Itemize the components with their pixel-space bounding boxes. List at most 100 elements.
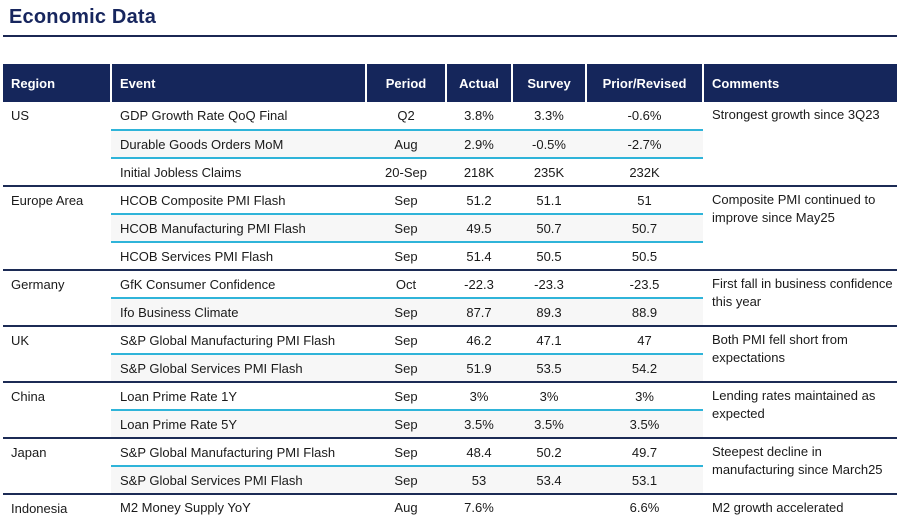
actual-cell: 218K xyxy=(446,158,512,187)
header-survey: Survey xyxy=(512,64,587,102)
header-period: Period xyxy=(366,64,447,102)
region-cell: US xyxy=(3,102,111,187)
comments-cell: Lending rates maintained as expected xyxy=(703,382,897,439)
comments-cell: Both PMI fell short from expectations xyxy=(703,326,897,383)
page-title: Economic Data xyxy=(9,6,157,28)
survey-cell: -0.5% xyxy=(512,130,586,159)
actual-cell: 51.2 xyxy=(446,186,512,215)
actual-cell: 3.5% xyxy=(446,410,512,439)
survey-cell: 50.5 xyxy=(512,242,586,271)
period-cell: 20-Sep xyxy=(366,158,446,187)
prior-cell: 53.1 xyxy=(586,466,703,495)
period-cell: Aug xyxy=(366,130,446,159)
region-cell: Germany xyxy=(3,270,111,327)
period-cell: Sep xyxy=(366,438,446,467)
header-prior-revised: Prior/Revised xyxy=(586,64,704,102)
prior-cell: 3% xyxy=(586,382,703,411)
period-cell: Sep xyxy=(366,410,446,439)
table-row: China Loan Prime Rate 1Y Sep 3% 3% 3% Lending … xyxy=(3,382,897,439)
prior-cell: -23.5 xyxy=(586,270,703,299)
survey-cell: 3.3% xyxy=(512,102,586,131)
table-row: US GDP Growth Rate QoQ Final Q2 3.8% 3.3% -0.… xyxy=(3,102,897,187)
survey-cell: 89.3 xyxy=(512,298,586,327)
actual-cell: 7.6% xyxy=(446,494,512,519)
survey-cell xyxy=(512,494,586,519)
region-cell: Europe Area xyxy=(3,186,111,271)
table-row: HCOB Manufacturing PMI Flash Sep 49.5 50.7 5… xyxy=(3,214,897,243)
actual-cell: 46.2 xyxy=(446,326,512,355)
header-event: Event xyxy=(111,64,367,102)
table-row: S&P Global Services PMI Flash Sep 51.9 53.5… xyxy=(3,354,897,383)
event-cell: Initial Jobless Claims xyxy=(111,158,366,187)
table-row: Indonesia M2 Money Supply YoY Aug 7.6% 6.6% M… xyxy=(3,494,897,519)
prior-cell: 50.5 xyxy=(586,242,703,271)
table-row: Initial Jobless Claims 20-Sep 218K 235K 232K xyxy=(3,158,897,187)
event-cell: S&P Global Manufacturing PMI Flash xyxy=(111,326,366,355)
actual-cell: 87.7 xyxy=(446,298,512,327)
event-cell: S&P Global Services PMI Flash xyxy=(111,354,366,383)
event-cell: GfK Consumer Confidence xyxy=(111,270,366,299)
actual-cell: 51.9 xyxy=(446,354,512,383)
actual-cell: 51.4 xyxy=(446,242,512,271)
region-cell: UK xyxy=(3,326,111,383)
survey-cell: 50.2 xyxy=(512,438,586,467)
table-header: Region Event Period Actual Survey Prior/… xyxy=(3,64,897,102)
header-comments: Comments xyxy=(703,64,897,102)
survey-cell: 235K xyxy=(512,158,586,187)
table-row: Durable Goods Orders MoM Aug 2.9% -0.5% -2.7… xyxy=(3,130,897,159)
actual-cell: 48.4 xyxy=(446,438,512,467)
table-row: Japan S&P Global Manufacturing PMI Flash S… xyxy=(3,438,897,495)
period-cell: Sep xyxy=(366,186,446,215)
event-cell: HCOB Composite PMI Flash xyxy=(111,186,366,215)
prior-cell: 3.5% xyxy=(586,410,703,439)
actual-cell: 49.5 xyxy=(446,214,512,243)
title-underline xyxy=(3,35,897,37)
prior-cell: 88.9 xyxy=(586,298,703,327)
prior-cell: 50.7 xyxy=(586,214,703,243)
economic-data-table: Region Event Period Actual Survey Prior/… xyxy=(3,64,897,519)
period-cell: Sep xyxy=(366,326,446,355)
period-cell: Sep xyxy=(366,354,446,383)
table-row: Ifo Business Climate Sep 87.7 89.3 88.9 xyxy=(3,298,897,327)
actual-cell: 2.9% xyxy=(446,130,512,159)
table-row: Loan Prime Rate 5Y Sep 3.5% 3.5% 3.5% xyxy=(3,410,897,439)
survey-cell: 47.1 xyxy=(512,326,586,355)
comments-cell: First fall in business confidence this y… xyxy=(703,270,897,327)
region-cell: Japan xyxy=(3,438,111,495)
actual-cell: 53 xyxy=(446,466,512,495)
actual-cell: 3% xyxy=(446,382,512,411)
actual-cell: -22.3 xyxy=(446,270,512,299)
prior-cell: 6.6% xyxy=(586,494,703,519)
event-cell: HCOB Manufacturing PMI Flash xyxy=(111,214,366,243)
prior-cell: -2.7% xyxy=(586,130,703,159)
survey-cell: 53.4 xyxy=(512,466,586,495)
event-cell: S&P Global Services PMI Flash xyxy=(111,466,366,495)
comments-cell: M2 growth accelerated xyxy=(703,494,897,519)
survey-cell: 53.5 xyxy=(512,354,586,383)
event-cell: Loan Prime Rate 5Y xyxy=(111,410,366,439)
table-row: UK S&P Global Manufacturing PMI Flash Sep 4… xyxy=(3,326,897,383)
period-cell: Sep xyxy=(366,242,446,271)
survey-cell: 51.1 xyxy=(512,186,586,215)
event-cell: HCOB Services PMI Flash xyxy=(111,242,366,271)
header-actual: Actual xyxy=(446,64,513,102)
period-cell: Aug xyxy=(366,494,446,519)
region-cell: China xyxy=(3,382,111,439)
survey-cell: 3.5% xyxy=(512,410,586,439)
event-cell: GDP Growth Rate QoQ Final xyxy=(111,102,366,131)
event-cell: S&P Global Manufacturing PMI Flash xyxy=(111,438,366,467)
survey-cell: -23.3 xyxy=(512,270,586,299)
table-row: Germany GfK Consumer Confidence Oct -22.3 -2… xyxy=(3,270,897,327)
comments-cell: Composite PMI continued to improve since… xyxy=(703,186,897,271)
table-row: Europe Area HCOB Composite PMI Flash Sep 51… xyxy=(3,186,897,271)
period-cell: Sep xyxy=(366,298,446,327)
prior-cell: 54.2 xyxy=(586,354,703,383)
survey-cell: 50.7 xyxy=(512,214,586,243)
region-cell: Indonesia xyxy=(3,494,111,519)
period-cell: Oct xyxy=(366,270,446,299)
period-cell: Q2 xyxy=(366,102,446,131)
header-row: Region Event Period Actual Survey Prior/… xyxy=(3,64,897,102)
period-cell: Sep xyxy=(366,214,446,243)
period-cell: Sep xyxy=(366,466,446,495)
